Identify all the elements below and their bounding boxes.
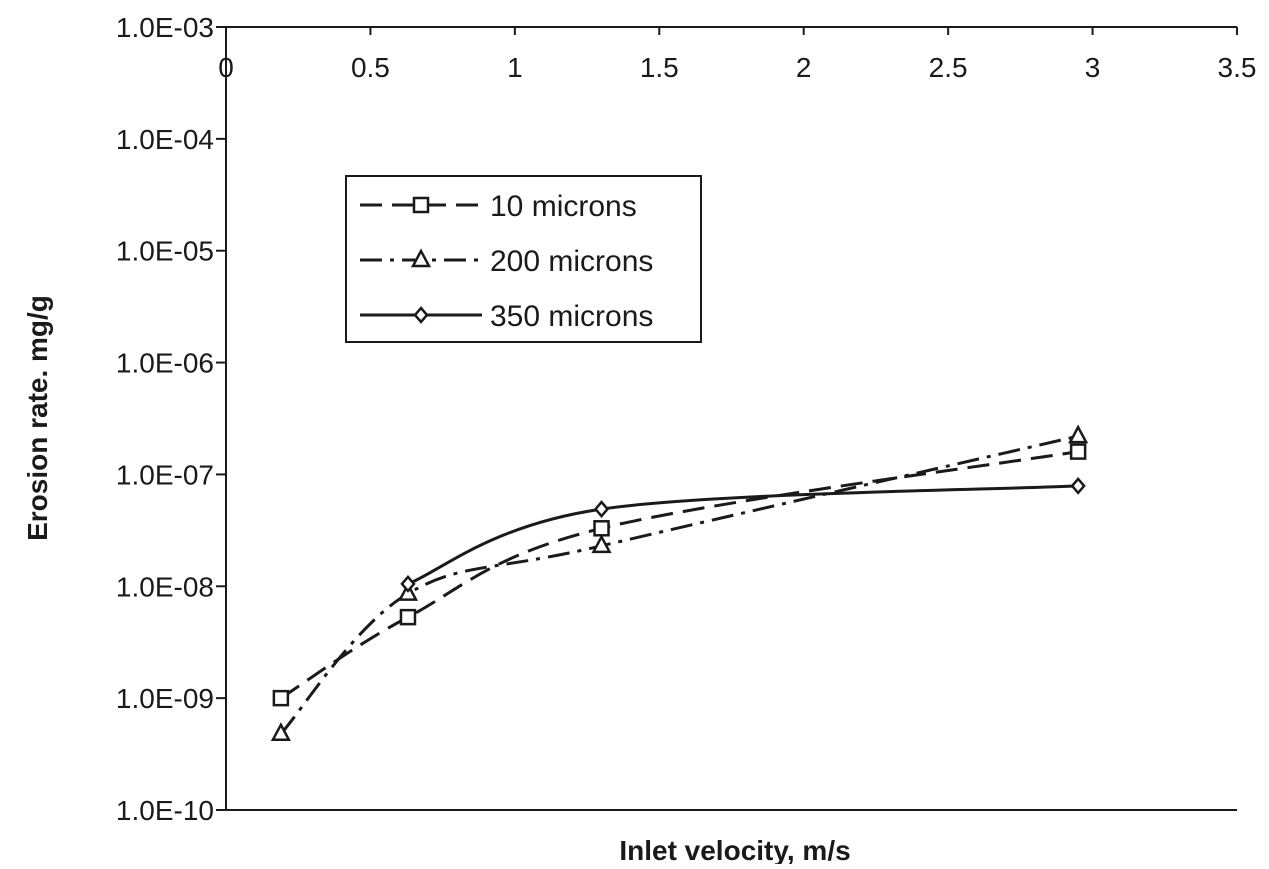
legend-item-10-microns: 10 microns (360, 190, 637, 223)
series-line-10-microns (280, 450, 1079, 700)
legend: 10 microns 200 microns 350 microns (345, 175, 702, 343)
data-point-200-microns (591, 534, 612, 554)
x-axis: 0 0.5 1 1.5 2 2.5 3 3.5 (218, 27, 1256, 83)
legend-label-200-microns: 200 microns (490, 245, 653, 278)
data-point-10-microns (272, 689, 290, 707)
x-tick-label: 0.5 (351, 52, 390, 83)
y-tick-label: 1.0E-05 (116, 236, 214, 267)
series-350-microns (400, 476, 1086, 593)
data-point-10-microns (593, 520, 610, 537)
series-200-microns (270, 424, 1089, 742)
x-tick-label: 3.5 (1218, 52, 1257, 83)
legend-label-350-microns: 350 microns (490, 300, 653, 333)
data-point-10-microns (399, 608, 417, 626)
y-tick-label: 1.0E-08 (116, 571, 214, 602)
x-tick-label: 1.5 (640, 52, 679, 83)
data-point-350-microns (400, 574, 416, 593)
x-tick-label: 3 (1085, 52, 1101, 83)
y-tick-label: 1.0E-10 (116, 795, 214, 826)
data-point-200-microns (1068, 424, 1089, 444)
data-point-200-microns (270, 722, 291, 742)
series-line-350-microns (407, 484, 1079, 586)
y-tick-label: 1.0E-09 (116, 683, 214, 714)
y-tick-label: 1.0E-03 (116, 12, 214, 43)
data-point-10-microns (1069, 443, 1087, 460)
y-tick-label: 1.0E-04 (116, 124, 214, 155)
y-axis: 1.0E-10 1.0E-09 1.0E-08 1.0E-07 1.0E-06 1.0E-… (116, 12, 226, 826)
legend-item-350-microns: 350 microns (360, 300, 653, 333)
series-line-200-microns (279, 434, 1079, 735)
y-axis-title: Erosion rate. mg/g (22, 295, 53, 541)
x-axis-title: Inlet velocity, m/s (619, 835, 850, 864)
x-tick-label: 0 (218, 52, 234, 83)
series-10-microns (272, 443, 1087, 707)
legend-marker-10-microns (412, 196, 430, 214)
series-layer (270, 424, 1089, 742)
x-tick-label: 1 (507, 52, 523, 83)
data-point-350-microns (593, 500, 610, 519)
legend-item-200-microns: 200 microns (360, 245, 653, 278)
legend-marker-350-microns (413, 306, 429, 324)
y-tick-label: 1.0E-06 (116, 348, 214, 379)
y-tick-label: 1.0E-07 (116, 459, 214, 490)
plot-area (225, 26, 1237, 811)
x-tick-label: 2 (796, 52, 812, 83)
data-point-350-microns (1070, 476, 1086, 495)
legend-marker-200-microns (410, 248, 432, 268)
legend-label-10-microns: 10 microns (490, 190, 637, 223)
x-tick-label: 2.5 (929, 52, 968, 83)
